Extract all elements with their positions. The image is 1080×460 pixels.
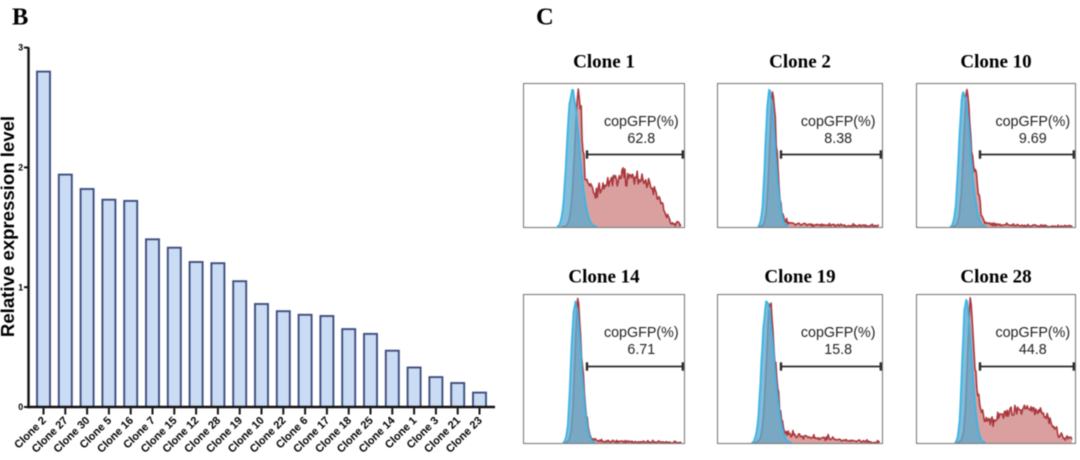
- svg-text:2: 2: [18, 163, 23, 173]
- svg-text:copGFP(%): copGFP(%): [801, 325, 876, 341]
- svg-text:1: 1: [18, 282, 23, 292]
- svg-text:copGFP(%): copGFP(%): [604, 325, 679, 341]
- svg-text:Clone 2: Clone 2: [769, 52, 831, 73]
- svg-text:44.8: 44.8: [1019, 342, 1047, 358]
- svg-text:62.8: 62.8: [627, 131, 655, 147]
- svg-text:Clone 10: Clone 10: [960, 52, 1031, 73]
- svg-text:B: B: [12, 4, 28, 31]
- svg-text:Relative expression level: Relative expression level: [0, 116, 18, 337]
- svg-text:copGFP(%): copGFP(%): [604, 114, 679, 130]
- svg-text:Clone 1: Clone 1: [573, 52, 635, 73]
- svg-text:C: C: [536, 4, 554, 31]
- svg-text:Clone 14: Clone 14: [568, 267, 640, 288]
- svg-text:copGFP(%): copGFP(%): [801, 114, 876, 130]
- svg-text:copGFP(%): copGFP(%): [995, 114, 1070, 130]
- svg-text:9.69: 9.69: [1019, 131, 1047, 147]
- svg-text:3: 3: [18, 43, 23, 53]
- svg-text:6.71: 6.71: [627, 342, 655, 358]
- svg-text:0: 0: [18, 402, 23, 412]
- svg-text:Clone 28: Clone 28: [960, 267, 1031, 288]
- svg-text:15.8: 15.8: [824, 342, 852, 358]
- svg-text:Clone 19: Clone 19: [764, 267, 835, 288]
- svg-text:8.38: 8.38: [824, 131, 852, 147]
- svg-text:copGFP(%): copGFP(%): [995, 325, 1070, 341]
